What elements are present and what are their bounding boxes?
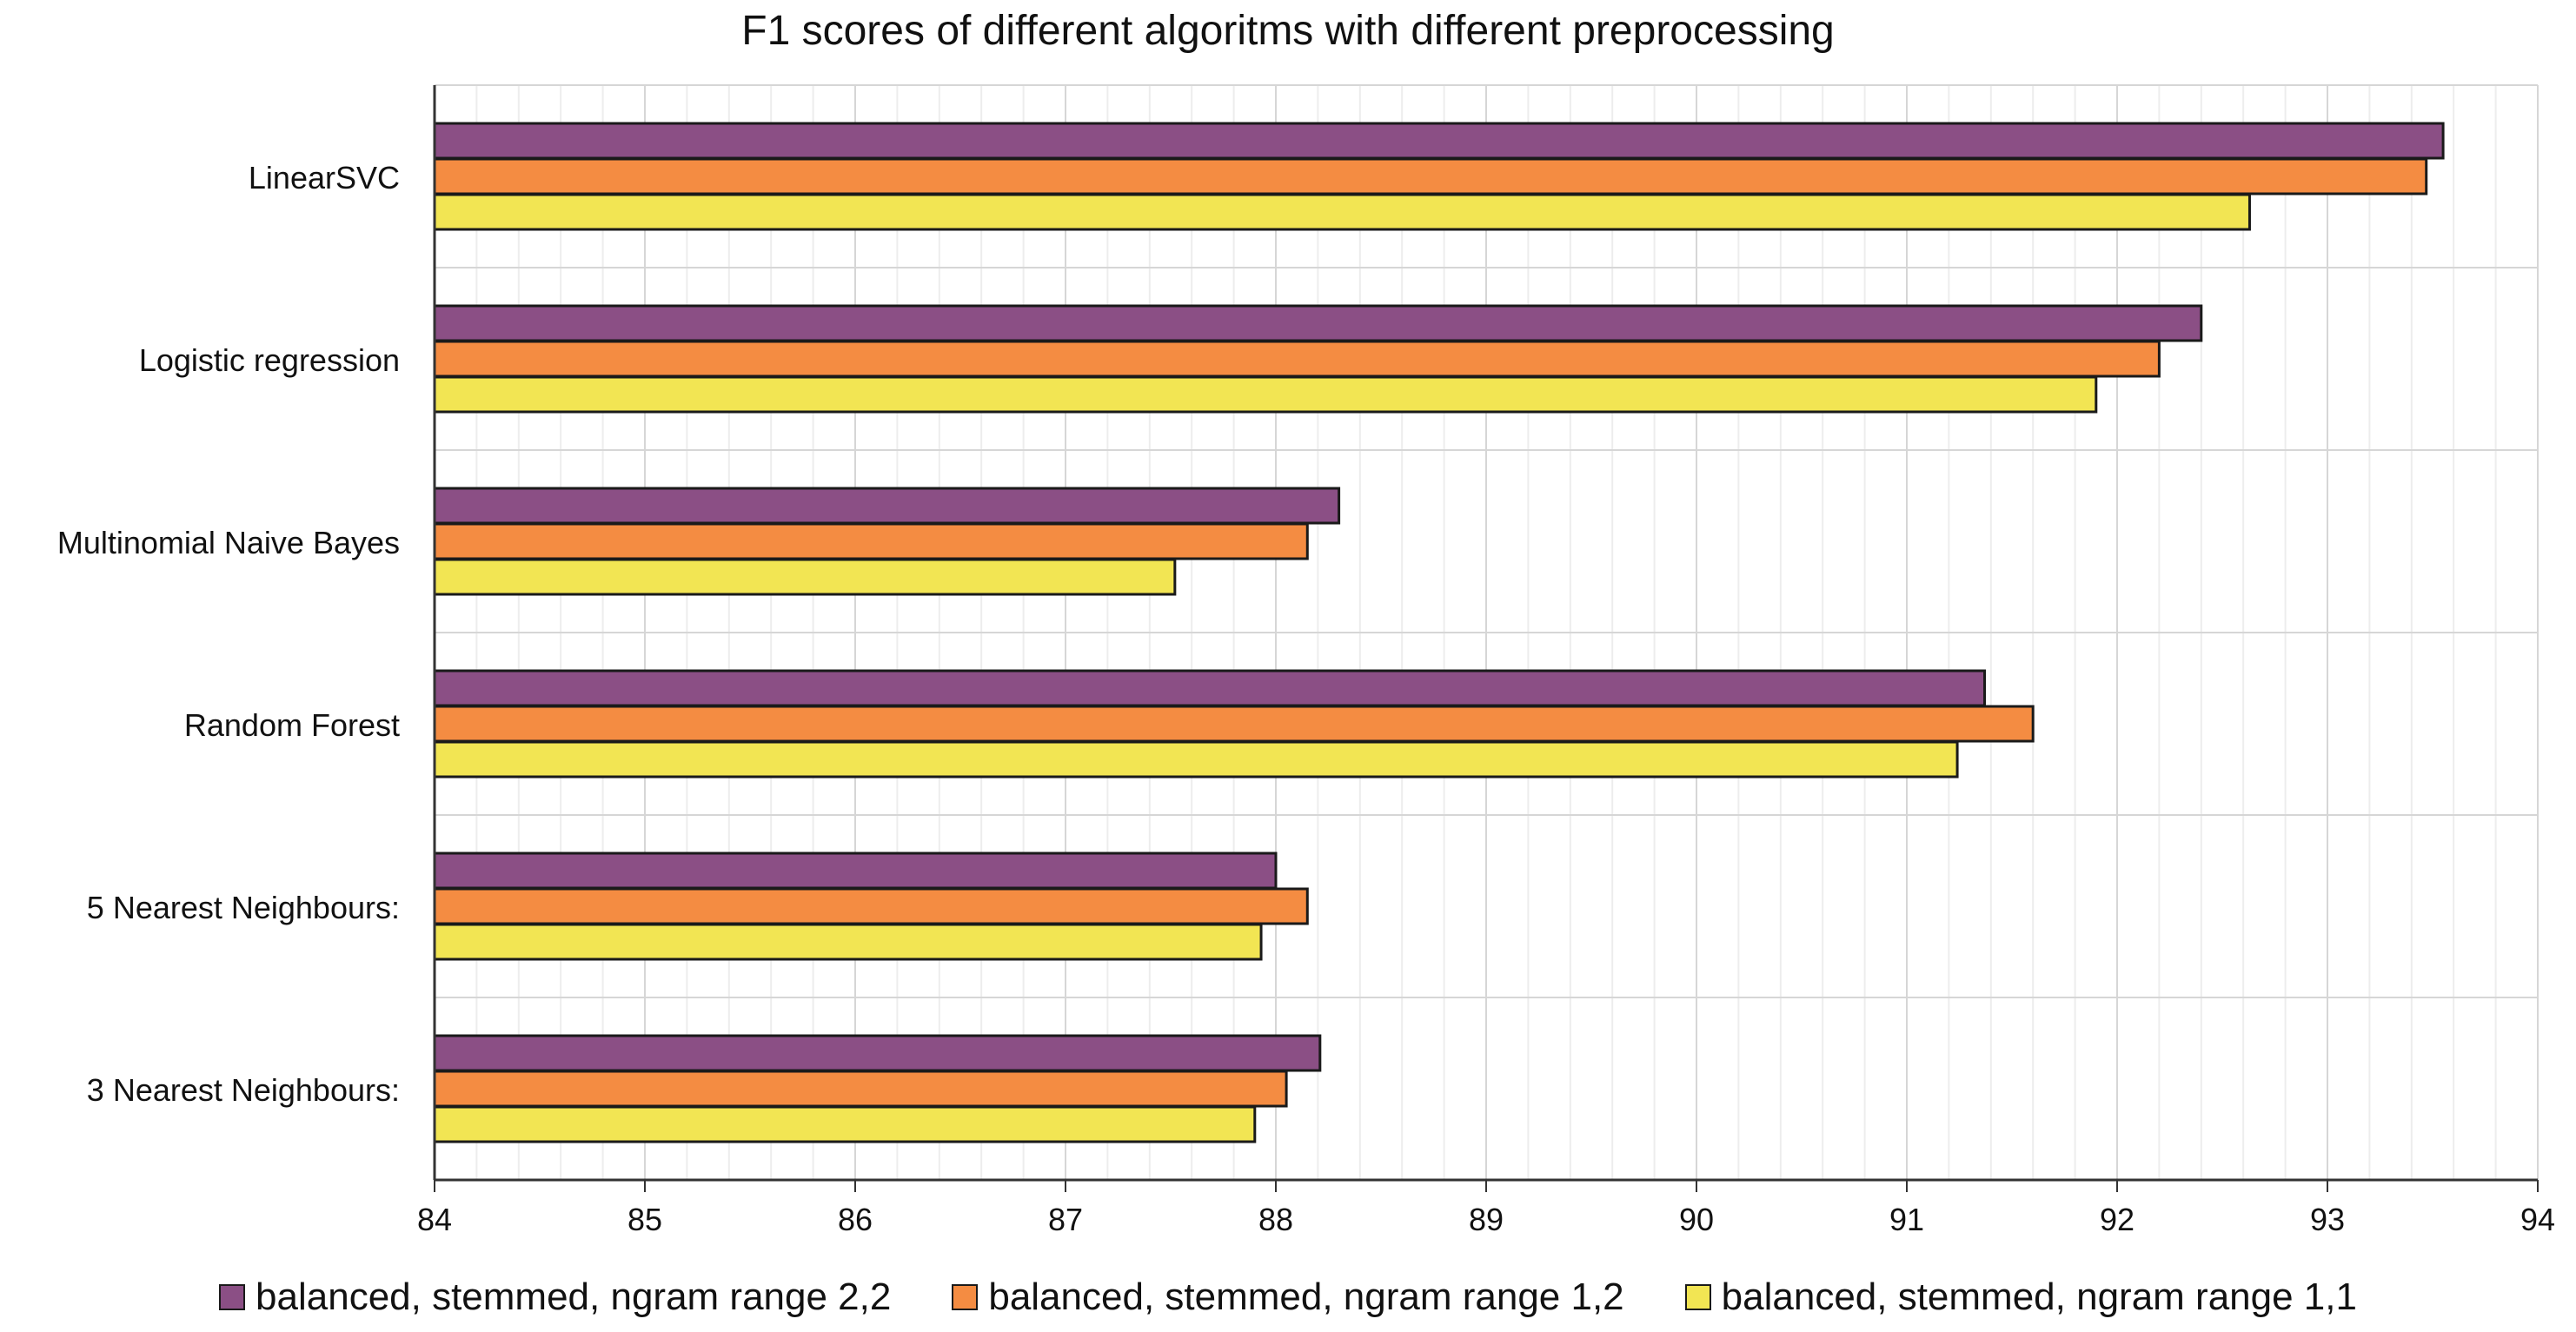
x-tick-label: 87 bbox=[1048, 1202, 1083, 1237]
category-label: Multinomial Naive Bayes bbox=[57, 525, 400, 560]
x-tick-label: 89 bbox=[1469, 1202, 1504, 1237]
bar bbox=[433, 740, 1959, 779]
bar bbox=[433, 1034, 1322, 1072]
x-tick-label: 90 bbox=[1679, 1202, 1714, 1237]
x-tick-label: 91 bbox=[1889, 1202, 1924, 1237]
category-label: Logistic regression bbox=[139, 342, 400, 378]
category-label: Random Forest bbox=[184, 707, 400, 743]
bar bbox=[433, 375, 2098, 414]
bar bbox=[433, 558, 1177, 596]
bar bbox=[433, 1070, 1288, 1108]
bar bbox=[433, 705, 2035, 743]
legend-item-series-3: balanced, stemmed, ngram range 1,1 bbox=[1684, 1276, 2357, 1319]
bar bbox=[433, 487, 1341, 525]
bar bbox=[433, 887, 1309, 925]
bar bbox=[433, 1105, 1257, 1143]
bar bbox=[433, 122, 2445, 160]
bar bbox=[433, 157, 2428, 195]
x-tick-label: 84 bbox=[417, 1202, 452, 1237]
category-label: LinearSVC bbox=[249, 160, 400, 195]
bar bbox=[433, 852, 1278, 890]
legend-item-series-2: balanced, stemmed, ngram range 1,2 bbox=[952, 1276, 1624, 1319]
category-label: 3 Nearest Neighbours: bbox=[87, 1072, 400, 1108]
bar bbox=[433, 193, 2251, 231]
x-tick-label: 88 bbox=[1258, 1202, 1293, 1237]
legend-label-series-1: balanced, stemmed, ngram range 2,2 bbox=[256, 1276, 892, 1318]
legend-label-series-3: balanced, stemmed, ngram range 1,1 bbox=[1721, 1276, 2357, 1318]
x-tick-label: 92 bbox=[2100, 1202, 2134, 1237]
legend-swatch-series-1 bbox=[219, 1284, 246, 1310]
chart-title: F1 scores of different algoritms with di… bbox=[741, 8, 1835, 54]
x-tick-label: 94 bbox=[2520, 1202, 2555, 1237]
bar bbox=[433, 669, 1987, 707]
category-label: 5 Nearest Neighbours: bbox=[87, 890, 400, 925]
x-tick-label: 85 bbox=[627, 1202, 662, 1237]
legend-item-series-1: balanced, stemmed, ngram range 2,2 bbox=[219, 1276, 891, 1319]
bar bbox=[433, 340, 2161, 378]
bar bbox=[433, 923, 1263, 961]
legend-swatch-series-3 bbox=[1684, 1284, 1711, 1310]
bar bbox=[433, 304, 2203, 342]
legend-label-series-2: balanced, stemmed, ngram range 1,2 bbox=[988, 1276, 1624, 1318]
legend: balanced, stemmed, ngram range 2,2 balan… bbox=[0, 1276, 2576, 1319]
legend-swatch-series-2 bbox=[952, 1284, 979, 1310]
bar bbox=[433, 522, 1309, 560]
x-tick-label: 86 bbox=[838, 1202, 873, 1237]
x-tick-label: 93 bbox=[2310, 1202, 2345, 1237]
